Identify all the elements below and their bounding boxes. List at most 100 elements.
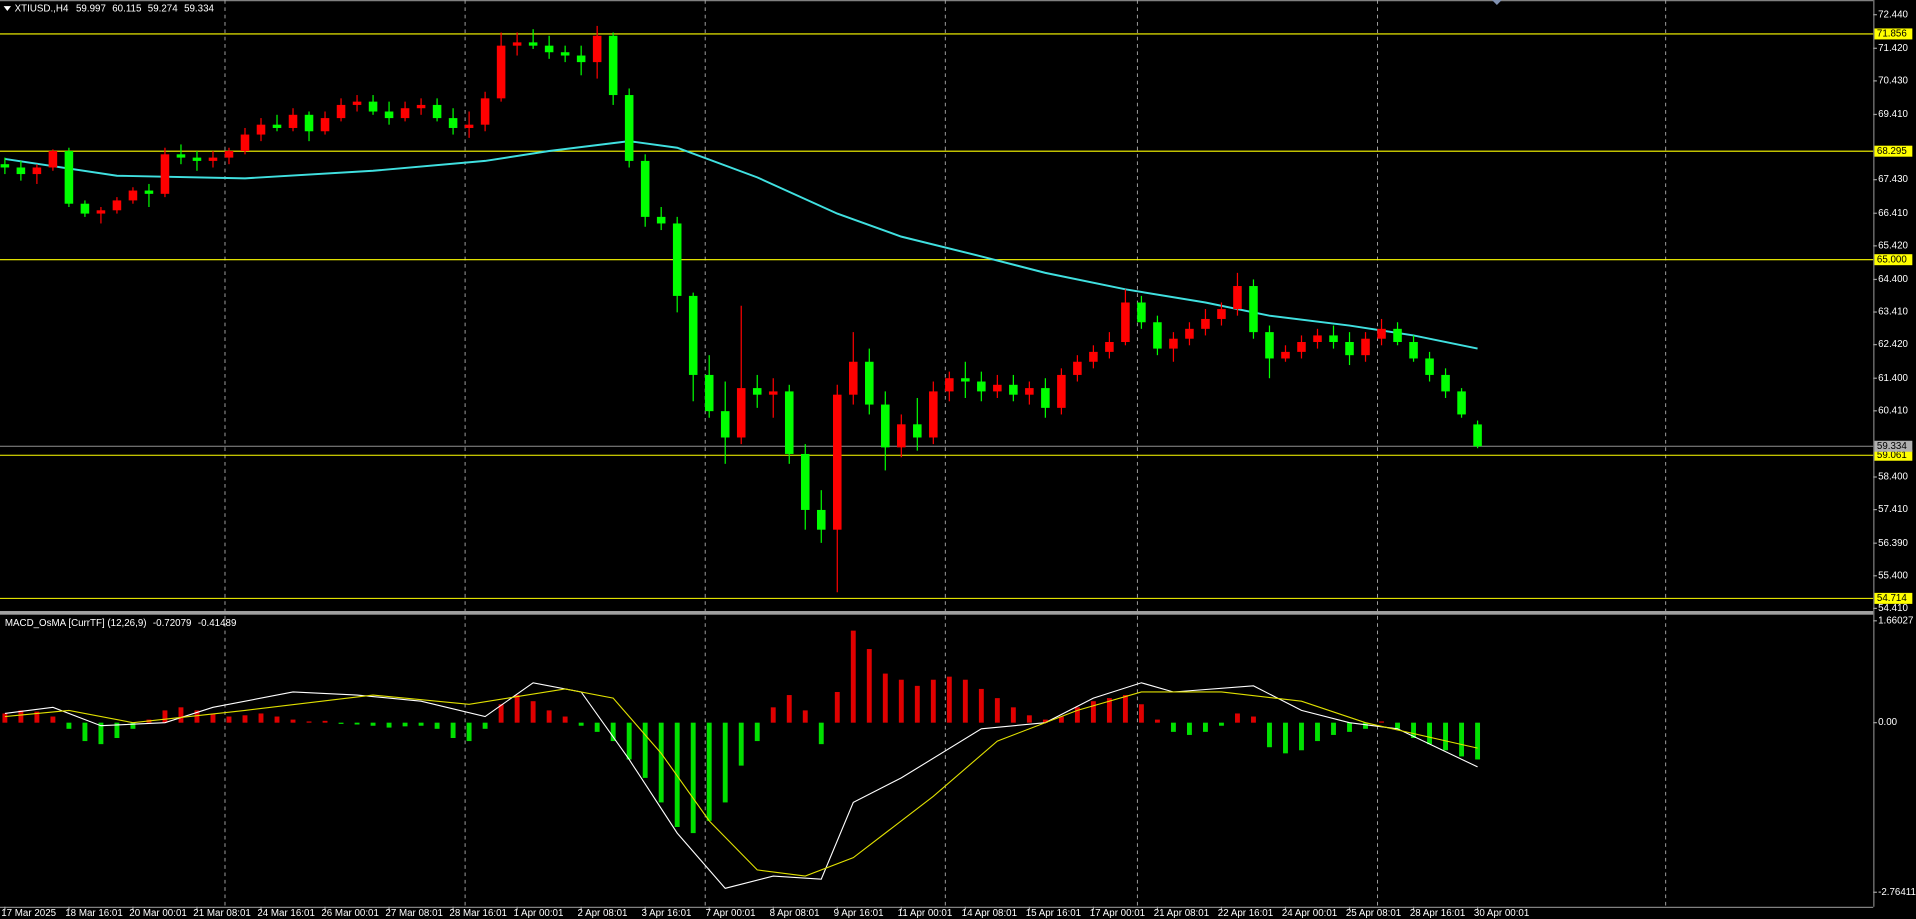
histogram-bar	[1283, 722, 1288, 754]
symbol: XTIUSD.,H4	[15, 3, 69, 14]
candle-body	[416, 104, 426, 109]
histogram-bar	[754, 722, 760, 742]
histogram-bar	[1074, 707, 1080, 723]
y-tick-label: 67.430	[1878, 174, 1908, 185]
histogram-bar	[1042, 719, 1048, 723]
candle-body	[1105, 342, 1114, 352]
candle-body	[1041, 388, 1050, 408]
x-tick-label: 7 Apr 00:01	[706, 908, 756, 919]
candle-body	[897, 424, 906, 448]
histogram-bar	[1122, 695, 1128, 723]
candle-body	[929, 391, 938, 438]
x-tick-label: 21 Mar 08:01	[193, 908, 251, 919]
histogram-bar	[194, 710, 200, 723]
candle-body	[192, 157, 202, 161]
histogram-bar	[562, 716, 568, 723]
marks-layer	[0, 25, 1874, 889]
histogram-bar	[1379, 721, 1384, 723]
y-tick-label: 60.410	[1878, 405, 1908, 416]
candle-body	[720, 411, 730, 438]
histogram-bar	[898, 679, 904, 723]
histogram-bar	[82, 722, 88, 742]
histogram-bar	[850, 630, 856, 723]
candle-body	[400, 108, 410, 119]
histogram-bar	[98, 722, 104, 745]
histogram-bar	[418, 722, 424, 726]
histogram-bar	[1170, 722, 1176, 732]
histogram-bar	[1186, 722, 1192, 735]
histogram-bar	[738, 722, 744, 766]
candle-body	[1121, 302, 1130, 343]
signal-last: -0.41489	[198, 618, 237, 629]
level-label: 54.714	[1877, 593, 1907, 604]
histogram-bar	[1235, 713, 1240, 723]
x-tick-label: 30 Apr 00:01	[1474, 908, 1529, 919]
histogram-bar	[1427, 722, 1432, 745]
candle-body	[1153, 322, 1162, 349]
histogram-bar	[1347, 722, 1352, 732]
x-tick-label: 17 Apr 00:01	[1090, 908, 1145, 919]
histogram-bar	[290, 719, 296, 723]
x-tick-label: 20 Mar 00:01	[129, 908, 187, 919]
candle-body	[128, 190, 138, 201]
histogram-bar	[2, 713, 8, 723]
histogram-bar	[66, 722, 72, 729]
candle-body	[256, 124, 266, 135]
x-tick-label: 21 Apr 08:01	[1154, 908, 1209, 919]
candle-body	[480, 98, 490, 125]
candle-body	[1377, 328, 1386, 339]
indicator-line	[4, 682, 1478, 889]
candle-body	[1281, 351, 1290, 359]
y-tick-label: 63.410	[1878, 307, 1908, 318]
x-tick-label: 8 Apr 08:01	[770, 908, 820, 919]
y-tick-label: 65.420	[1878, 240, 1908, 251]
x-tick-label: 2 Apr 08:01	[577, 908, 627, 919]
candle-body	[384, 111, 394, 119]
last-close: 59.334	[184, 3, 214, 14]
x-tick-label: 22 Apr 16:01	[1218, 908, 1273, 919]
level-label: 59.061	[1877, 450, 1907, 461]
histogram-bar	[978, 688, 984, 723]
candle-body	[560, 52, 570, 56]
y-tick-label: 72.440	[1878, 9, 1908, 20]
candle-body	[544, 45, 554, 53]
candle-body	[160, 154, 170, 194]
histogram-bar	[306, 721, 312, 723]
histogram-bar	[130, 722, 136, 729]
candle-body	[112, 200, 122, 211]
candle-body	[1441, 374, 1450, 392]
histogram-bar	[1251, 716, 1256, 723]
histogram-bar	[322, 720, 328, 723]
candle-body	[865, 361, 874, 405]
candle-body	[768, 391, 778, 395]
histogram-bar	[1299, 722, 1304, 751]
y-tick-label: 62.420	[1878, 339, 1908, 350]
y-tick-label: 0.00	[1878, 717, 1898, 728]
candle-body	[624, 95, 634, 161]
candle-body	[977, 381, 986, 392]
candle-body	[352, 101, 362, 105]
histogram-bar	[258, 713, 264, 723]
histogram-bar	[1154, 719, 1160, 723]
symbol-menu-arrow	[3, 6, 11, 12]
candle-body	[945, 378, 954, 392]
level-label-box	[1874, 449, 1913, 461]
histogram-bar	[1411, 722, 1416, 739]
candle-body	[1297, 342, 1306, 352]
level-label: 65.000	[1877, 254, 1907, 265]
candle-body	[1201, 318, 1210, 329]
candle-body	[1009, 384, 1018, 395]
histogram-bar	[34, 711, 40, 723]
moving-average	[4, 140, 1478, 350]
candle-body	[736, 388, 746, 438]
histogram-bar	[658, 722, 664, 803]
candle-body	[448, 118, 458, 128]
histogram-bar	[242, 715, 248, 723]
histogram-bar	[930, 679, 936, 723]
histogram-bar	[594, 722, 600, 732]
histogram-bar	[610, 722, 616, 742]
y-tick-label: 70.430	[1878, 75, 1908, 86]
histogram-bar	[914, 685, 920, 723]
